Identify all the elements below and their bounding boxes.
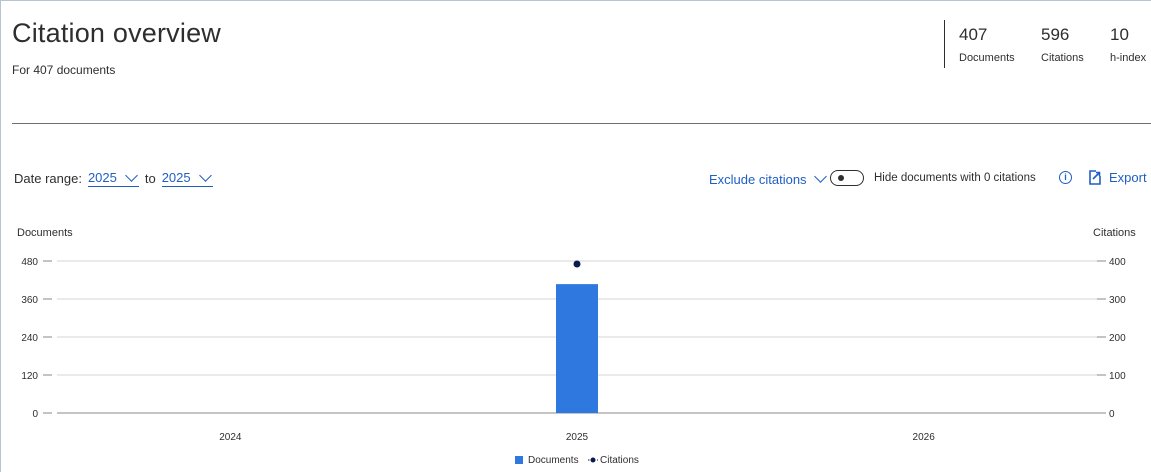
export-label: Export <box>1109 170 1147 185</box>
legend-citations-label: Citations <box>600 455 639 466</box>
section-divider <box>12 123 1151 124</box>
y-tick-label-right: 300 <box>1109 295 1126 306</box>
metric-documents: 407 Documents <box>959 24 1015 64</box>
chevron-down-icon <box>813 170 827 183</box>
y-axis-title-right: Citations <box>1093 227 1136 239</box>
legend-documents-label: Documents <box>528 455 579 466</box>
from-year-select[interactable]: 2025 <box>87 168 139 187</box>
metric-documents-value: 407 <box>959 25 988 44</box>
to-year-value: 2025 <box>161 170 191 185</box>
chevron-down-icon <box>198 168 212 182</box>
date-range-label: Date range: <box>14 171 82 186</box>
chevron-down-icon <box>124 168 138 182</box>
metric-documents-label: Documents <box>959 52 1015 64</box>
y-axis-title-left: Documents <box>17 227 73 239</box>
export-icon <box>1089 170 1101 185</box>
citation-chart: 0 120 240 360 480 0 100 200 300 400 2024 2025 2026 Do… <box>21 257 1126 466</box>
page-subtitle: For 407 documents <box>12 63 116 77</box>
y-tick-label-right: 200 <box>1109 333 1126 344</box>
date-range-filter: Date range: 2025 to 2025 <box>14 168 213 187</box>
metric-citations-label: Citations <box>1041 52 1084 64</box>
panel-border-left <box>0 0 1 472</box>
y-tick-label-right: 400 <box>1109 257 1126 268</box>
y-tick-label-left: 120 <box>21 371 38 382</box>
y-tick-label-right: 100 <box>1109 371 1126 382</box>
y-tick-label-left: 240 <box>21 333 38 344</box>
date-range-to-label: to <box>144 171 156 186</box>
point-citations <box>573 260 581 268</box>
metric-h-index-label: h-index <box>1110 52 1147 64</box>
metric-h-index-value: 10 <box>1110 25 1129 44</box>
legend-citations-marker <box>590 457 596 463</box>
x-tick-label: 2026 <box>913 432 936 443</box>
hide-zero-citations-toggle[interactable] <box>830 170 864 186</box>
bar-documents <box>556 284 598 413</box>
metrics-divider <box>944 20 945 68</box>
metric-h-index: 10 h-index <box>1110 24 1146 64</box>
exclude-citations-label: Exclude citations <box>709 171 807 187</box>
x-tick-label: 2024 <box>219 432 242 443</box>
toggle-knob <box>838 175 844 181</box>
y-tick-label-left: 0 <box>32 409 38 420</box>
from-year-value: 2025 <box>87 170 117 185</box>
info-icon[interactable]: i <box>1059 171 1072 184</box>
export-button[interactable]: Export <box>1088 170 1147 185</box>
metric-citations-value: 596 <box>1041 25 1070 44</box>
y-tick-label-right: 0 <box>1109 409 1115 420</box>
exclude-citations-dropdown[interactable]: Exclude citations <box>709 170 828 188</box>
panel-border-top <box>0 0 1151 1</box>
legend-documents-swatch <box>515 456 523 464</box>
to-year-select[interactable]: 2025 <box>161 168 213 187</box>
page-title: Citation overview <box>12 18 221 48</box>
x-tick-label: 2025 <box>566 432 589 443</box>
y-tick-label-left: 480 <box>21 257 38 268</box>
y-tick-label-left: 360 <box>21 295 38 306</box>
hide-zero-citations-label: Hide documents with 0 citations <box>874 172 1036 184</box>
metric-citations: 596 Citations <box>1041 24 1084 64</box>
